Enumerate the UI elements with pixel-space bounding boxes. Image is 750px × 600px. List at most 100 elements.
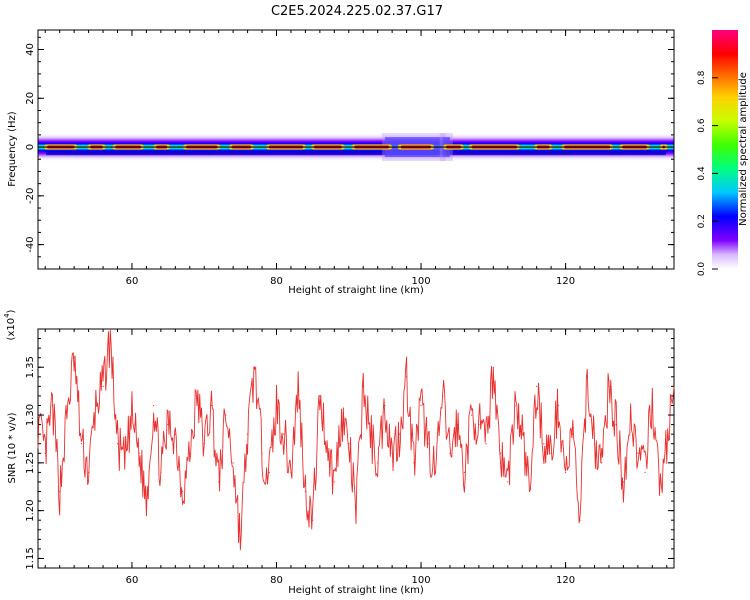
x-tick-label: 120 [556, 575, 575, 586]
snr-data-point [377, 462, 379, 464]
snr-data-point [297, 385, 299, 387]
y-tick-label: 1.25 [25, 452, 36, 474]
y-tick-label: 1.35 [25, 356, 36, 378]
snr-data-point [80, 443, 82, 445]
snr-data-point [651, 395, 653, 397]
snr-scale-suffix: ) [6, 309, 17, 313]
colorbar-gradient [712, 30, 738, 269]
y-tick-label: -40 [25, 236, 36, 252]
colorbar-tick-label: 0.6 [697, 118, 707, 133]
spectrogram-y-label: Frequency (Hz) [7, 111, 18, 187]
spectrogram-x-label: Height of straight line (km) [288, 285, 424, 296]
snr-data-point [543, 443, 545, 445]
y-tick-label: 1.30 [25, 404, 36, 426]
snr-data-point [131, 414, 133, 416]
snr-data-point [485, 443, 487, 445]
snr-y-ticks: 1.15 1.20 1.25 1.30 1.35 [25, 328, 674, 570]
snr-data-point [514, 404, 516, 407]
snr-data-point [290, 471, 292, 473]
snr-data-point [637, 452, 639, 454]
snr-data-point [225, 414, 227, 416]
snr-data-point [579, 519, 581, 521]
spectrogram-y-ticks: -40 -20 0 20 40 [25, 36, 674, 270]
snr-data-point [268, 471, 270, 473]
y-tick-label: 0 [25, 144, 36, 150]
snr-data-point [384, 404, 386, 407]
snr-data-point [246, 433, 249, 435]
figure-title: C2E5.2024.225.02.37.G17 [271, 4, 443, 19]
snr-x-label: Height of straight line (km) [288, 585, 424, 596]
snr-data-point [181, 490, 184, 493]
snr-x-ticks: 60 80 100 120 [44, 329, 668, 586]
snr-data-point [369, 433, 372, 435]
snr-data-point [442, 395, 444, 397]
snr-data-point [189, 452, 191, 454]
snr-data-point [391, 452, 393, 454]
snr-data-point [521, 433, 523, 435]
snr-data-point [145, 500, 148, 502]
snr-data-point [116, 443, 119, 445]
snr-data-point [218, 481, 220, 483]
snr-series-line [37, 329, 675, 551]
snr-data-point [362, 385, 364, 387]
x-tick-label: 80 [270, 575, 283, 586]
snr-data-point [499, 452, 502, 454]
snr-data-point [124, 462, 126, 464]
colorbar-label: Normalized spectral amplitude [738, 72, 749, 226]
snr-data-point [586, 376, 588, 378]
snr-data-point [413, 462, 415, 464]
snr-y-label: SNR (10 * v/v) [7, 412, 18, 483]
snr-data-point [471, 414, 473, 416]
spectrogram-frame [37, 29, 675, 270]
snr-scale-factor: (x104) [3, 309, 17, 340]
snr-data-point [644, 471, 646, 473]
spectrogram-panel: 60 80 100 120 -40 -20 0 20 40 Height of straigh… [7, 29, 675, 296]
snr-data-point [153, 404, 155, 407]
snr-data-point [456, 424, 458, 426]
snr-data-point [398, 433, 400, 435]
snr-data-point [615, 424, 617, 426]
snr-data-point [203, 443, 205, 445]
heatmap-layer [38, 133, 674, 162]
snr-data-point [73, 357, 75, 359]
snr-data-point [405, 376, 408, 378]
y-tick-label: 20 [25, 92, 36, 105]
svg-text:(x104): (x104) [3, 309, 17, 340]
snr-data-point [550, 452, 552, 454]
colorbar-tick-label: 0.8 [697, 70, 707, 85]
snr-data-point [167, 424, 169, 426]
y-tick-label: 1.15 [25, 547, 36, 569]
snr-data-point [59, 490, 61, 493]
snr-data-point [66, 414, 68, 416]
snr-scale-prefix: (x10 [6, 318, 17, 341]
snr-data-point [138, 452, 140, 454]
snr-data-point [572, 433, 574, 435]
snr-data-point [174, 433, 176, 435]
snr-data-point [102, 385, 104, 387]
x-tick-label: 100 [411, 276, 430, 287]
snr-data-point [326, 443, 328, 445]
snr-frame [37, 328, 675, 569]
snr-data-point [239, 538, 241, 540]
snr-data-point [355, 510, 357, 512]
snr-data-point [87, 471, 90, 473]
snr-scale-exponent: 4 [3, 313, 11, 318]
snr-data-point [427, 443, 429, 445]
snr-data-point [160, 471, 162, 473]
snr-data-point [109, 337, 111, 340]
snr-data-point [593, 443, 596, 445]
snr-data-point [232, 462, 234, 464]
snr-data-point [210, 404, 213, 407]
snr-data-point [507, 481, 509, 483]
snr-data-point [348, 443, 350, 445]
y-tick-label: 1.20 [25, 500, 36, 522]
spectrogram-x-ticks: 60 80 100 120 [44, 30, 668, 287]
snr-line-layer [37, 329, 675, 551]
snr-data-point [319, 395, 321, 397]
snr-data-point [564, 471, 567, 473]
spectral-band-lower-edge [46, 151, 666, 156]
snr-data-point [95, 404, 97, 407]
snr-data-point [304, 490, 307, 493]
colorbar-ticks: 0.0 0.2 0.4 0.6 0.8 [697, 70, 718, 276]
